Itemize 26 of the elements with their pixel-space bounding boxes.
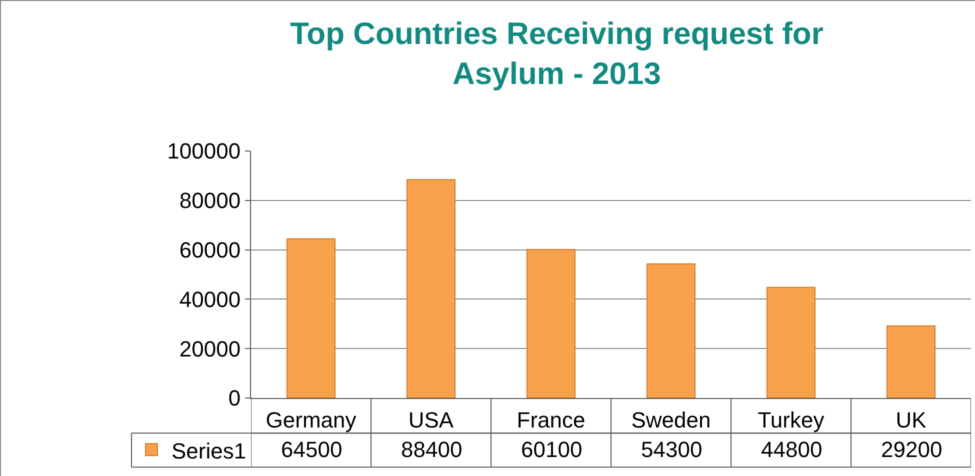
legend-label: Series1 — [171, 438, 246, 464]
y-tick-label: 80000 — [179, 188, 241, 214]
y-tick-label: 20000 — [179, 336, 241, 362]
y-tick-label: 0 — [228, 386, 241, 411]
data-label: 88400 — [401, 437, 462, 462]
y-tick-label: 60000 — [179, 238, 241, 262]
y-tick-label: 100000 — [167, 138, 241, 164]
data-label: 54300 — [641, 437, 702, 462]
x-tick-label: France — [516, 407, 586, 432]
data-label: 29200 — [881, 437, 942, 462]
data-label: 60100 — [521, 437, 582, 462]
y-tick-label: 40000 — [179, 286, 241, 312]
bar — [766, 286, 816, 398]
bar — [886, 325, 936, 398]
bar — [526, 249, 576, 398]
x-tick-label: Germany — [266, 407, 356, 432]
x-tick-label: Sweden — [631, 407, 711, 432]
data-label: 64500 — [281, 437, 342, 462]
x-tick-label: UK — [896, 407, 927, 432]
data-label: 44800 — [761, 437, 822, 462]
x-tick-label: USA — [408, 407, 454, 432]
bar — [646, 263, 696, 398]
x-tick-label: Turkey — [758, 407, 824, 432]
bar — [286, 238, 336, 398]
chart-title: Top Countries Receiving request for Asylum - 2013 — [290, 16, 824, 92]
bar — [406, 179, 456, 398]
